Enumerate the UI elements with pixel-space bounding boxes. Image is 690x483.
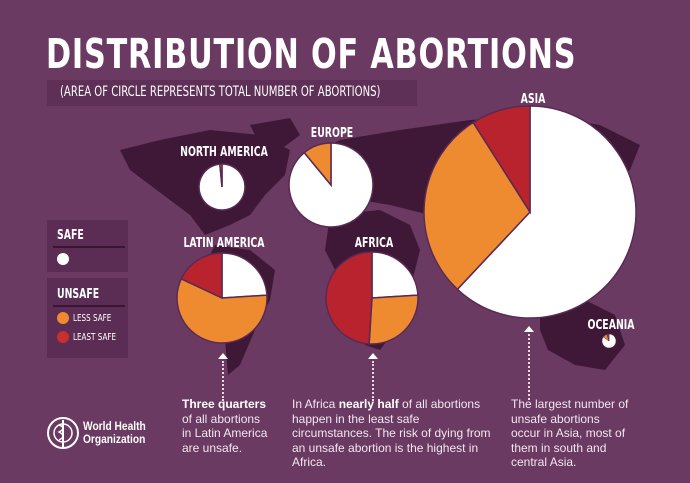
- note-bold: nearly half: [338, 397, 399, 411]
- pie-slice-latin-america-less-safe: [176, 277, 268, 344]
- divider: [53, 246, 125, 248]
- pie-slice-asia-least-safe: [472, 105, 531, 215]
- pie-slice-oceania-least-safe: [606, 333, 610, 342]
- subtitle: (AREA OF CIRCLE REPRESENTS TOTAL NUMBER …: [60, 84, 381, 100]
- note-asia: The largest number of unsafe abortions o…: [511, 397, 629, 469]
- note-bold: Three quarters: [182, 397, 267, 411]
- legend-safe-heading: SAFE: [57, 228, 84, 243]
- less-safe-swatch: [57, 312, 69, 324]
- page-title: DISTRIBUTION OF ABORTIONS: [46, 30, 577, 78]
- legend-least-safe: LEAST SAFE: [73, 332, 117, 343]
- label-asia: ASIA: [520, 92, 546, 107]
- dotted-line: [372, 361, 374, 401]
- pie-slice-asia-safe: [456, 105, 637, 319]
- pie-slice-latin-america-least-safe: [180, 252, 223, 300]
- pie-slice-latin-america-safe: [221, 252, 268, 299]
- map-australia: [540, 300, 625, 370]
- pie-slice-africa-safe: [371, 251, 419, 299]
- note-text: In Africa: [292, 397, 339, 411]
- dotted-line: [528, 334, 530, 400]
- note-latin-america: Three quarters of all abortions in Latin…: [182, 397, 272, 455]
- arrow-up-icon: [368, 353, 378, 359]
- legend-unsafe: UNSAFE LESS SAFE LEAST SAFE: [47, 278, 128, 358]
- least-safe-swatch: [57, 331, 69, 343]
- logo-line2: Organization: [83, 432, 146, 446]
- note-text: of all abortions in Latin America are un…: [182, 411, 268, 455]
- pie-slice-europe-less-safe: [303, 142, 332, 188]
- legend-less-safe: LESS SAFE: [73, 313, 112, 324]
- safe-swatch: [57, 253, 69, 265]
- note-text: of all abortions happen in the least saf…: [292, 397, 491, 469]
- pie-slice-north-america-less-safe: [219, 163, 223, 188]
- dotted-line: [222, 361, 224, 401]
- pie-slice-africa-less-safe: [368, 294, 419, 345]
- map-greenland: [250, 118, 300, 150]
- legend-safe: SAFE: [47, 220, 128, 272]
- label-europe: EUROPE: [310, 126, 354, 141]
- who-logo-text: World Health Organization: [83, 420, 146, 446]
- who-emblem-icon: [47, 417, 79, 449]
- label-latin-america: LATIN AMERICA: [183, 236, 265, 251]
- logo-line1: World Health: [83, 419, 146, 433]
- divider: [53, 305, 125, 307]
- arrow-up-icon: [218, 353, 228, 359]
- arrow-up-icon: [524, 326, 534, 332]
- subtitle-box: [47, 80, 417, 106]
- note-africa: In Africa nearly half of all abortions h…: [292, 397, 497, 470]
- legend-unsafe-heading: UNSAFE: [57, 287, 100, 302]
- label-oceania: OCEANIA: [587, 318, 635, 333]
- label-north-america: NORTH AMERICA: [180, 145, 268, 160]
- pie-slice-africa-least-safe: [325, 251, 373, 345]
- pie-slice-asia-less-safe: [423, 121, 531, 291]
- label-africa: AFRICA: [354, 236, 394, 251]
